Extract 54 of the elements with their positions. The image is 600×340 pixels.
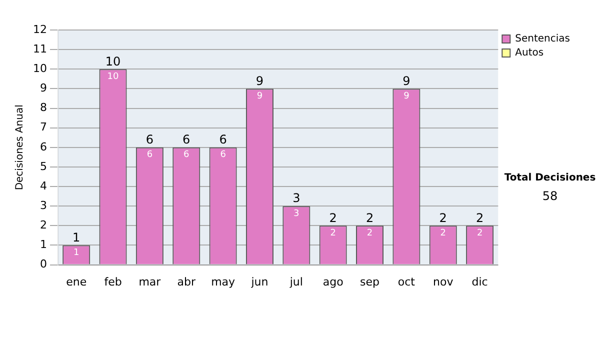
total-label: 3 [292,191,300,206]
total-label: 2 [439,210,447,225]
data-label: 6 [146,150,153,160]
y-tick-label: 7 [40,120,47,134]
x-tick-label: may [211,275,236,288]
data-label: 1 [73,248,80,258]
y-tick-label: 4 [40,179,47,192]
x-tick-label: ene [66,275,87,288]
data-label: 9 [404,92,410,102]
y-tick-label: 8 [40,101,47,114]
total-label: 10 [105,54,121,68]
x-tick-label: sep [360,275,380,288]
x-tick-label: ago [322,275,344,288]
total-label: 9 [256,74,264,88]
y-tick-label: 9 [40,82,47,95]
total-label: 6 [219,132,227,147]
total-label: 6 [146,132,154,147]
text: 58 [542,189,558,204]
data-label: 2 [440,228,446,239]
x-tick-label: dic [472,275,488,288]
y-tick-label: 11 [32,42,47,56]
y-tick-label: 6 [40,140,47,154]
total-label: 2 [476,210,484,225]
legend-label: Autos [515,48,544,59]
y-tick-label: 10 [32,62,47,75]
y-axis-title: Decisiones Anual [14,104,26,190]
x-tick-label: oct [398,275,416,288]
x-tick-label: jul [288,275,303,288]
y-tick-label: 5 [40,160,47,173]
data-label: 6 [184,150,190,160]
x-tick-label: jun [250,275,268,288]
legend-label: Sentencias [515,34,570,45]
y-tick-label: 3 [40,198,47,212]
x-tick-label: mar [138,275,162,288]
data-label: 2 [366,228,373,239]
total-label: 1 [72,230,80,244]
x-tick-label: nov [433,275,454,288]
data-label: 3 [294,208,300,219]
data-label: 2 [330,228,336,239]
data-label: 6 [220,150,226,160]
y-tick-label: 0 [40,258,47,271]
data-label: 10 [107,72,120,82]
y-tick-label: 12 [32,22,47,36]
total-label: 6 [182,132,190,147]
y-tick-label: 1 [40,238,47,252]
y-tick-label: 2 [40,218,47,232]
data-label: 2 [476,228,483,239]
total-label: 2 [366,210,374,225]
data-label: 9 [256,92,263,102]
x-tick-label: abr [177,275,196,288]
total-label: 2 [329,210,337,225]
text: Total Decisiones [504,172,596,184]
x-tick-label: feb [104,275,122,288]
total-label: 9 [402,74,410,88]
